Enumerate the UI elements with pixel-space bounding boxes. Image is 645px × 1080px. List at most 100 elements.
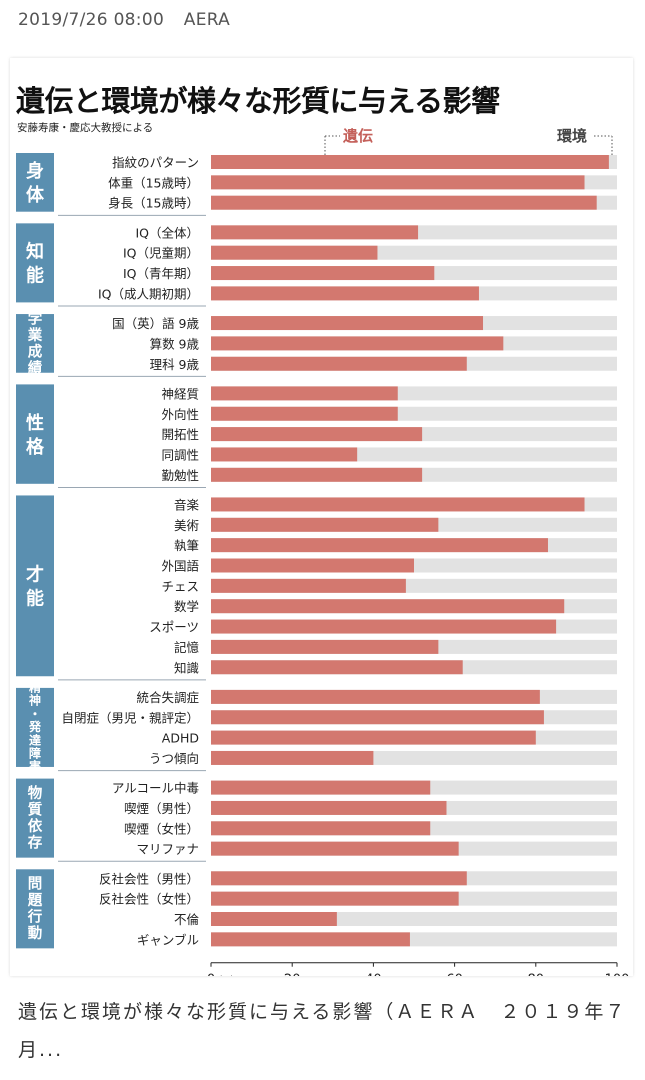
group-label-box — [16, 223, 54, 303]
bar-genetic — [211, 841, 459, 856]
group-label-box — [16, 495, 54, 677]
row-label: 理科 9歳 — [150, 357, 200, 372]
group-label-char: 性 — [26, 412, 44, 434]
group-label-char: 題 — [28, 892, 43, 909]
bar-genetic — [211, 558, 414, 573]
group-label-box — [16, 314, 54, 373]
row-label: 神経質 — [161, 386, 199, 401]
row-label: 喫煙（男性） — [124, 801, 199, 816]
row-label: 指紋のパターン — [112, 155, 199, 170]
group-label-box — [16, 384, 54, 484]
bar-genetic — [211, 356, 467, 371]
bar-genetic — [211, 245, 378, 260]
group-label-char: 身 — [26, 160, 44, 182]
group-label-char: 依 — [28, 817, 43, 835]
group-label-char: 能 — [26, 265, 44, 287]
bar-genetic — [211, 497, 585, 512]
bar-genetic — [211, 447, 358, 462]
row-label: 記憶 — [174, 640, 200, 655]
bar-genetic — [211, 891, 459, 906]
chart-title: 遺伝と環境が様々な形質に与える影響 — [16, 84, 500, 118]
row-label: 外向性 — [161, 407, 199, 422]
row-label: IQ（児童期） — [123, 246, 199, 261]
post-datetime: 2019/7/26 08:00 — [18, 10, 165, 30]
bar-genetic — [211, 538, 548, 553]
x-tick-label: 60 — [446, 973, 463, 976]
x-tick-label: 20 — [284, 973, 301, 976]
group-label-char: 才 — [26, 564, 44, 586]
row-label: IQ（全体） — [135, 225, 199, 240]
group-label-char: 能 — [26, 588, 44, 610]
group-label-char: 成 — [28, 342, 43, 360]
row-label: 知識 — [174, 660, 199, 675]
group-label-char: 障 — [29, 746, 41, 761]
bar-genetic — [211, 710, 544, 725]
row-label: IQ（成人期初期） — [98, 286, 199, 301]
legend-genetic-label: 遺伝 — [342, 127, 373, 145]
row-label: 不倫 — [174, 912, 200, 927]
group-label-char: 学 — [28, 309, 43, 327]
image-caption[interactable]: 遺伝と環境が様々な形質に与える影響（ＡＥＲＡ ２０１９年７月... — [18, 1001, 627, 1061]
row-label: 算数 9歳 — [150, 336, 200, 351]
row-label: 美術 — [174, 518, 199, 533]
bar-genetic — [211, 467, 423, 482]
x-tick-label: 40 — [365, 973, 382, 976]
bar-genetic — [211, 316, 484, 331]
legend-environment-label: 環境 — [557, 127, 587, 145]
row-label: 同調性 — [161, 447, 199, 462]
bar-genetic — [211, 821, 431, 836]
bar-genetic — [211, 730, 536, 745]
group-label-char: 格 — [26, 436, 45, 458]
bar-genetic — [211, 386, 398, 401]
row-label: アルコール中毒 — [112, 781, 199, 796]
group-label-char: 行 — [27, 908, 43, 926]
row-label: 国（英）語 9歳 — [112, 316, 199, 331]
bar-genetic — [211, 195, 597, 210]
bar-genetic — [211, 912, 337, 926]
bar-genetic — [211, 599, 565, 614]
bar-genetic — [211, 225, 419, 240]
row-label: 体重（15歳時） — [108, 175, 199, 190]
post-source: AERA — [183, 10, 231, 30]
bar-genetic — [211, 780, 431, 795]
row-label: 反社会性（男性） — [99, 871, 199, 886]
group-label-char: 績 — [28, 359, 43, 377]
x-tick-label: 80 — [528, 973, 545, 976]
row-label: スポーツ — [149, 620, 199, 635]
group-label-char: 神 — [29, 693, 41, 708]
group-label-char: 達 — [29, 732, 41, 747]
chart-image[interactable]: 遺伝と環境が様々な形質に与える影響安藤寿康・慶応大教授による 遺伝 環境指紋のパター… — [10, 58, 633, 976]
x-tick-label: 0 — [207, 973, 215, 976]
row-label: 開拓性 — [161, 427, 199, 442]
bar-genetic — [211, 517, 439, 532]
bar-genetic — [211, 175, 585, 190]
group-label-char: 問 — [28, 876, 43, 893]
bar-genetic — [211, 336, 504, 351]
group-label-box — [16, 153, 54, 212]
bar-genetic — [211, 406, 398, 421]
row-label: 身長（15歳時） — [108, 196, 199, 211]
row-label: ギャンブル — [137, 932, 199, 947]
chart-subtitle: 安藤寿康・慶応大教授による — [17, 121, 153, 134]
bar-genetic — [211, 619, 557, 634]
row-label: チェス — [161, 579, 199, 594]
bar-genetic — [211, 932, 410, 947]
row-label: 喫煙（女性） — [124, 821, 199, 836]
post-meta: 2019/7/26 08:00 AERA — [18, 10, 230, 30]
group-label-char: 物 — [28, 784, 43, 802]
bar-genetic — [211, 427, 423, 442]
bar-genetic — [211, 750, 374, 765]
group-label-char: 精 — [29, 680, 41, 695]
group-label-char: ・ — [29, 707, 41, 721]
bar-genetic — [211, 660, 463, 675]
group-label-char: 動 — [28, 925, 43, 942]
bar-genetic — [211, 639, 439, 654]
row-label: IQ（青年期） — [123, 266, 199, 281]
row-label: マリファナ — [136, 842, 199, 857]
row-label: 反社会性（女性） — [99, 892, 199, 907]
row-label: 数学 — [174, 599, 199, 614]
row-label: 統合失調症 — [136, 690, 199, 705]
row-label: 自閉症（男児・親評定） — [61, 710, 199, 725]
row-label: 執筆 — [174, 538, 199, 553]
